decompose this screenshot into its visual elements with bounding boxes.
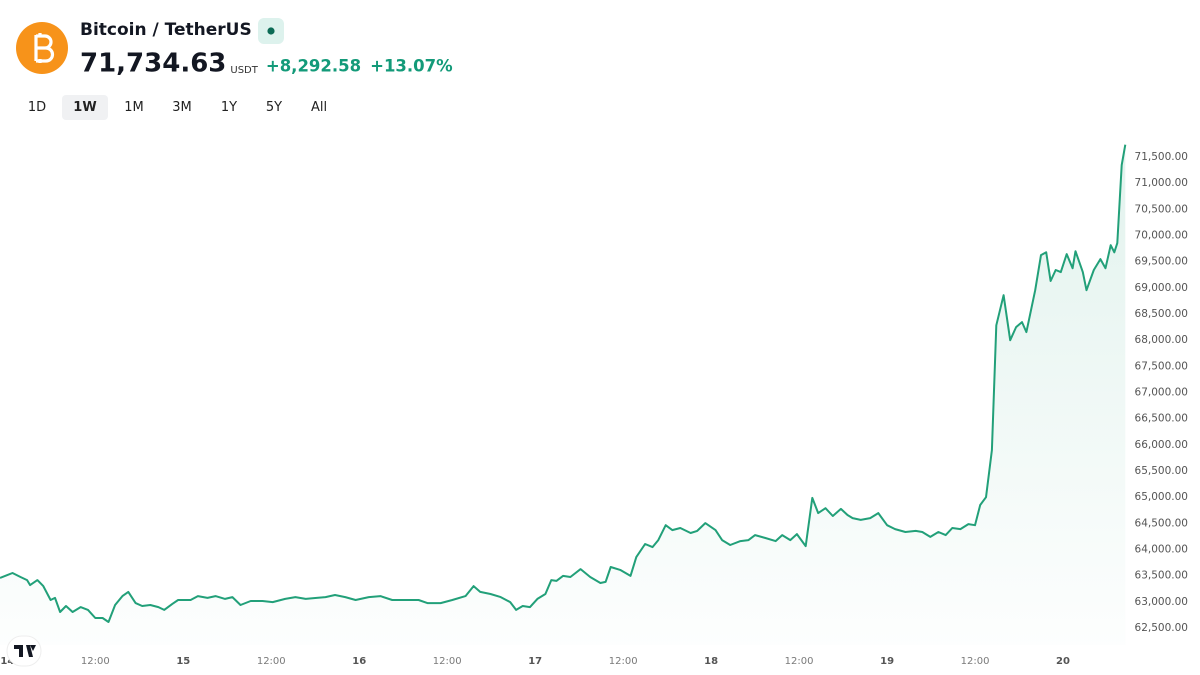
y-tick-label: 63,500.00	[1135, 570, 1188, 582]
x-tick-label: 12:00	[609, 656, 638, 667]
y-tick-label: 71,500.00	[1135, 151, 1188, 163]
range-button-selected-bg	[62, 95, 108, 120]
price-change-percent: +13.07%	[370, 57, 453, 76]
range-button[interactable]: 1M	[124, 100, 144, 115]
price-change: +8,292.58	[266, 57, 361, 76]
area-fill	[0, 144, 1126, 645]
range-button[interactable]: 1D	[28, 100, 46, 115]
range-button-label: 5Y	[266, 100, 282, 115]
x-tick-label: 16	[352, 656, 366, 667]
x-tick-label: 19	[880, 656, 894, 667]
range-button[interactable]: All	[311, 100, 327, 115]
x-tick-label: 12:00	[785, 656, 814, 667]
range-button-label: 1M	[124, 100, 144, 115]
tv-logo	[6, 635, 42, 667]
x-tick-label: 12:00	[257, 656, 286, 667]
range-button-label: All	[311, 100, 327, 115]
y-tick-label: 65,500.00	[1135, 465, 1188, 477]
y-tick-label: 66,500.00	[1135, 413, 1188, 425]
y-tick-label: 67,000.00	[1135, 387, 1188, 399]
y-tick-label: 70,500.00	[1135, 203, 1188, 215]
x-tick-label: 15	[176, 656, 190, 667]
x-tick-label: 12:00	[81, 656, 110, 667]
y-tick-label: 70,000.00	[1135, 230, 1188, 242]
y-tick-label: 69,000.00	[1135, 282, 1188, 294]
coin-icon	[16, 22, 68, 74]
range-button-label: 1D	[28, 100, 46, 115]
x-tick-label: 12:00	[433, 656, 462, 667]
status-badge	[258, 18, 284, 44]
range-button[interactable]: 5Y	[266, 100, 282, 115]
y-tick-label: 65,000.00	[1135, 491, 1188, 503]
price-line	[0, 144, 1127, 623]
y-tick-label: 62,500.00	[1135, 622, 1188, 634]
range-button-label: 3M	[172, 100, 192, 115]
y-tick-label: 68,500.00	[1135, 308, 1188, 320]
symbol-name: Bitcoin / TetherUS	[80, 20, 252, 40]
x-tick-label: 18	[704, 656, 718, 667]
range-button[interactable]: 1Y	[221, 100, 237, 115]
currency: USDT	[230, 65, 258, 76]
plot: 62,500.00 63,000.00 63,500.00 64,000.00 64,5…	[0, 144, 1188, 667]
range-selector: 1D 1W 1M 3M 1Y 5Y All	[28, 95, 327, 120]
x-tick-label: 14	[0, 656, 14, 667]
y-tick-label: 71,000.00	[1135, 177, 1188, 189]
x-tick-label: 12:00	[961, 656, 990, 667]
price: 71,734.63	[80, 49, 226, 79]
x-tick-label: 17	[528, 656, 542, 667]
y-tick-label: 67,500.00	[1135, 360, 1188, 372]
y-tick-label: 66,000.00	[1135, 439, 1188, 451]
x-tick-label: 20	[1056, 656, 1070, 667]
y-tick-label: 69,500.00	[1135, 256, 1188, 268]
y-tick-label: 64,500.00	[1135, 517, 1188, 529]
range-button-label: 1W	[73, 100, 96, 115]
range-button[interactable]: 1W	[62, 95, 108, 120]
y-tick-label: 63,000.00	[1135, 596, 1188, 608]
range-button-label: 1Y	[221, 100, 237, 115]
y-tick-label: 68,000.00	[1135, 334, 1188, 346]
range-button[interactable]: 3M	[172, 100, 192, 115]
y-tick-label: 64,000.00	[1135, 543, 1188, 555]
